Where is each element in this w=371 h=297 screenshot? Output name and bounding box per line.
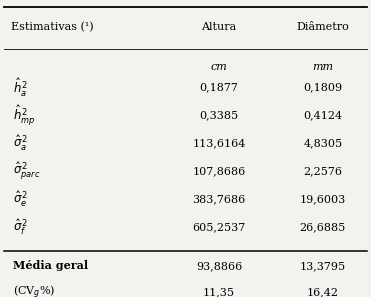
Text: 0,1877: 0,1877 <box>200 83 238 93</box>
Text: $\hat{\sigma}^{\,2}_{e}$: $\hat{\sigma}^{\,2}_{e}$ <box>13 189 28 209</box>
Text: $\hat{\sigma}^{\,2}_{a}$: $\hat{\sigma}^{\,2}_{a}$ <box>13 134 28 153</box>
Text: $\hat{h}^{\,2}_{mp}$: $\hat{h}^{\,2}_{mp}$ <box>13 103 35 128</box>
Text: $\hat{h}^{\,2}_{a}$: $\hat{h}^{\,2}_{a}$ <box>13 76 28 99</box>
Text: Diâmetro: Diâmetro <box>296 22 349 32</box>
Text: 605,2537: 605,2537 <box>192 222 246 232</box>
Text: $\hat{\sigma}^{\,2}_{f}$: $\hat{\sigma}^{\,2}_{f}$ <box>13 217 28 237</box>
Text: 4,8305: 4,8305 <box>303 138 342 148</box>
Text: 0,1809: 0,1809 <box>303 83 342 93</box>
Text: $\hat{\sigma}^{\,2}_{parc}$: $\hat{\sigma}^{\,2}_{parc}$ <box>13 161 40 182</box>
Text: 93,8866: 93,8866 <box>196 261 242 271</box>
Text: 11,35: 11,35 <box>203 287 235 297</box>
Text: (CV$_g$%): (CV$_g$%) <box>13 283 55 297</box>
Text: cm: cm <box>210 62 227 72</box>
Text: mm: mm <box>312 62 333 72</box>
Text: 19,6003: 19,6003 <box>300 194 346 204</box>
Text: Média geral: Média geral <box>13 260 88 271</box>
Text: 16,42: 16,42 <box>307 287 339 297</box>
Text: 0,4124: 0,4124 <box>303 110 342 121</box>
Text: 26,6885: 26,6885 <box>300 222 346 232</box>
Text: 113,6164: 113,6164 <box>192 138 246 148</box>
Text: 2,2576: 2,2576 <box>303 166 342 176</box>
Text: Altura: Altura <box>201 22 237 32</box>
Text: 107,8686: 107,8686 <box>192 166 246 176</box>
Text: 383,7686: 383,7686 <box>192 194 246 204</box>
Text: 13,3795: 13,3795 <box>300 261 346 271</box>
Text: Estimativas (¹): Estimativas (¹) <box>11 22 94 32</box>
Text: 0,3385: 0,3385 <box>199 110 239 121</box>
